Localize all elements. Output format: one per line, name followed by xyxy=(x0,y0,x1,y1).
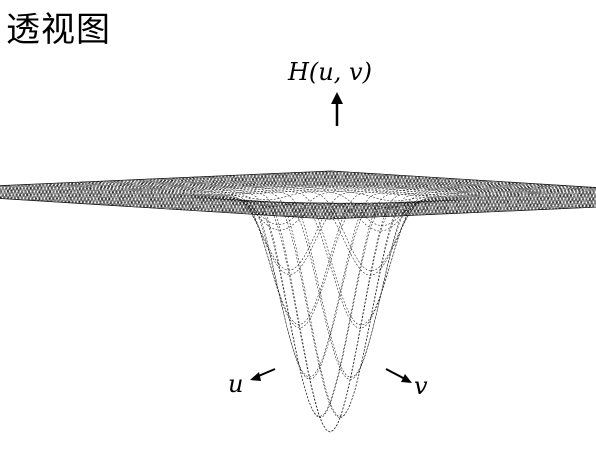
mesh-line xyxy=(126,179,575,378)
mesh-line xyxy=(0,197,340,219)
mesh-line xyxy=(0,172,352,189)
z-axis-label: H(u, v) xyxy=(287,58,372,86)
mesh-line xyxy=(146,178,595,272)
mesh-line xyxy=(0,174,393,193)
mesh-line xyxy=(34,183,483,213)
mesh-line xyxy=(125,186,576,381)
mesh-line xyxy=(44,183,493,212)
mesh-line xyxy=(115,185,566,419)
mesh-line xyxy=(0,176,423,196)
mesh-line xyxy=(24,184,473,213)
mesh-line xyxy=(0,175,413,195)
filter-surface-mesh xyxy=(0,170,596,433)
mesh-line xyxy=(23,179,474,201)
mesh-line xyxy=(279,173,596,194)
mesh-line xyxy=(300,172,596,192)
mesh-line xyxy=(206,193,596,212)
mesh-line xyxy=(116,180,565,418)
mesh-line xyxy=(186,191,596,211)
mesh-line xyxy=(54,183,503,231)
mesh-line xyxy=(208,176,596,201)
mesh-line xyxy=(167,178,596,206)
mesh-line xyxy=(228,175,596,199)
mesh-line xyxy=(249,174,596,197)
mesh-line xyxy=(64,182,515,271)
mesh-line xyxy=(197,176,596,203)
mesh-line xyxy=(177,177,596,205)
mesh-line xyxy=(259,173,596,196)
mesh-line xyxy=(238,174,596,198)
figure-title: 透视图 xyxy=(6,10,111,50)
mesh-line xyxy=(216,194,596,213)
mesh-line xyxy=(0,177,433,197)
mesh-line xyxy=(0,175,403,194)
mesh-line xyxy=(0,171,342,188)
mesh-line xyxy=(0,172,362,190)
mesh-line xyxy=(33,180,484,201)
mesh-line xyxy=(0,190,401,217)
mesh-line xyxy=(0,177,444,198)
mesh-line xyxy=(65,182,514,275)
mesh-line xyxy=(84,183,535,378)
mesh-line xyxy=(157,178,596,226)
v-axis-label: v xyxy=(414,372,428,400)
mesh-line xyxy=(0,196,350,219)
mesh-line xyxy=(269,173,596,195)
z-axis-arrow xyxy=(331,92,343,126)
mesh-line xyxy=(75,182,524,329)
mesh-line xyxy=(310,171,596,191)
mesh-line xyxy=(0,173,382,192)
mesh-line xyxy=(136,179,585,326)
mesh-line xyxy=(0,173,372,191)
mesh-line xyxy=(218,175,596,200)
v-axis-arrow xyxy=(385,368,412,383)
mesh-line xyxy=(95,181,544,419)
mesh-line xyxy=(320,171,596,189)
mesh-line xyxy=(13,179,464,200)
mesh-line xyxy=(187,177,596,204)
mesh-line xyxy=(74,182,525,325)
mesh-line xyxy=(0,188,422,216)
mesh-line xyxy=(0,189,411,216)
mesh-line xyxy=(3,178,454,199)
mesh-line xyxy=(290,172,596,193)
u-axis-label: u xyxy=(228,370,243,398)
mesh-line xyxy=(104,184,556,433)
u-axis-arrow xyxy=(250,368,276,381)
mesh-line xyxy=(85,181,534,380)
mesh-line xyxy=(94,184,545,418)
mesh-line xyxy=(105,180,555,433)
plane-outline xyxy=(0,170,596,220)
mesh-line xyxy=(135,186,586,329)
